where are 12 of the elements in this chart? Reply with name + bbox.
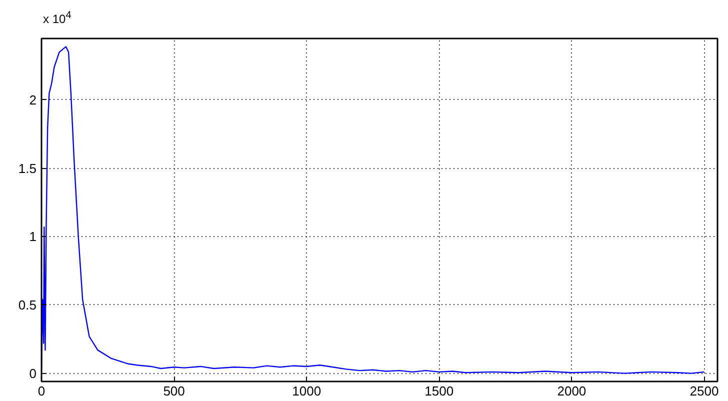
- y-tick-label: 1.5: [18, 160, 37, 176]
- x-tick-label: 1000: [292, 384, 322, 398]
- x-tick-label: 500: [163, 384, 185, 398]
- x-tick-label: 2000: [557, 384, 586, 398]
- text: x 10$^{4}$: [43, 9, 72, 26]
- y-tick-label: 2: [29, 92, 37, 108]
- y-tick-label: 0.5: [18, 297, 37, 312]
- x-tick-label: 1500: [424, 384, 454, 398]
- x-tick-label: 2500: [690, 384, 719, 398]
- line-series: [42, 46, 705, 374]
- y-tick-label: 0: [29, 366, 37, 381]
- y-tick-label: 1: [29, 229, 37, 244]
